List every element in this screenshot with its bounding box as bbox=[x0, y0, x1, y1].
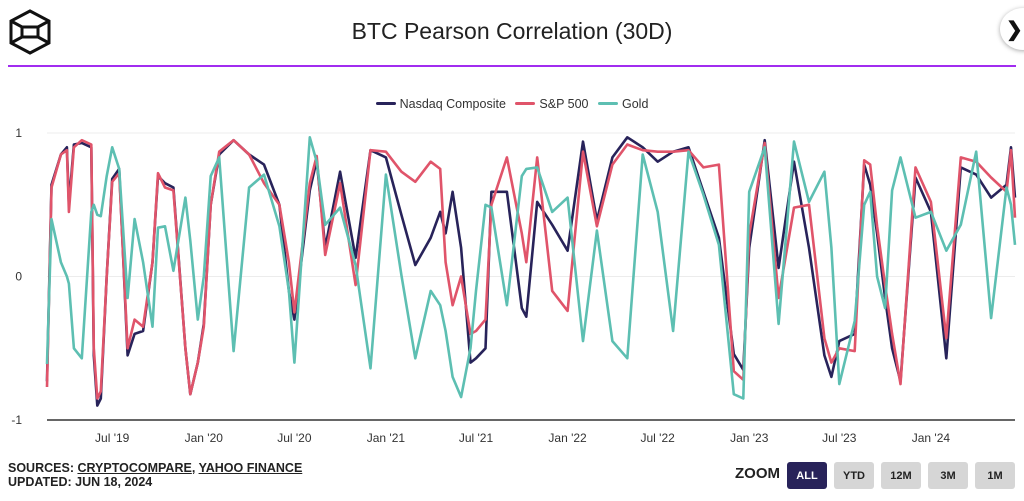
y-tick-label: 1 bbox=[15, 126, 22, 140]
y-tick-label: 0 bbox=[15, 270, 22, 284]
legend-swatch bbox=[598, 102, 618, 105]
series-line-gold bbox=[45, 136, 1017, 400]
legend-item-sp500[interactable]: S&P 500 bbox=[515, 96, 589, 111]
sources-label: SOURCES: bbox=[8, 461, 78, 475]
x-tick-label: Jan '21 bbox=[367, 431, 406, 445]
legend-item-gold[interactable]: Gold bbox=[598, 97, 648, 111]
y-tick-label: -1 bbox=[11, 413, 22, 427]
series-line-s-p-500 bbox=[45, 138, 1017, 400]
legend-item-nasdaq[interactable]: Nasdaq Composite bbox=[375, 96, 506, 111]
close-icon: ❯ bbox=[1006, 19, 1023, 41]
x-tick-label: Jul '21 bbox=[459, 431, 494, 445]
chart-title: BTC Pearson Correlation (30D) bbox=[351, 18, 673, 44]
footer: SOURCES: CRYPTOCOMPARE, YAHOO FINANCE UP… bbox=[8, 461, 302, 489]
x-tick-label: Jul '20 bbox=[277, 431, 312, 445]
zoom-ytd-button[interactable]: YTD bbox=[834, 462, 874, 489]
legend-label: S&P 500 bbox=[539, 96, 589, 111]
source-link-yahoo-finance[interactable]: YAHOO FINANCE bbox=[198, 461, 303, 475]
zoom-3m-button[interactable]: 3M bbox=[928, 462, 968, 489]
separator: , bbox=[191, 461, 199, 475]
legend-label: Gold bbox=[622, 96, 649, 111]
x-tick-label: Jul '22 bbox=[641, 431, 676, 445]
series-line-nasdaq-composite bbox=[45, 136, 1017, 407]
line-chart: 1 0 -1 Jul '19 Jan '20 Jul '20 Jan '21 Jul '21 J… bbox=[11, 126, 1017, 445]
legend: Nasdaq Composite S&P 500 Gold bbox=[0, 94, 1024, 111]
zoom-12m-button[interactable]: 12M bbox=[881, 462, 921, 489]
x-tick-label: Jul '23 bbox=[822, 431, 857, 445]
source-link-cryptocompare[interactable]: CRYPTOCOMPARE bbox=[77, 461, 192, 475]
legend-swatch bbox=[515, 102, 536, 105]
zoom-1m-button[interactable]: 1M bbox=[975, 462, 1015, 489]
zoom-label: ZOOM bbox=[735, 465, 780, 482]
updated-date: UPDATED: JUN 18, 2024 bbox=[8, 475, 153, 489]
header-divider bbox=[8, 65, 1016, 67]
x-tick-label: Jan '20 bbox=[185, 431, 224, 445]
hexagon-cube-logo-icon bbox=[9, 9, 51, 55]
x-tick-label: Jan '24 bbox=[912, 431, 951, 445]
x-tick-label: Jul '19 bbox=[95, 431, 130, 445]
legend-label: Nasdaq Composite bbox=[399, 96, 506, 111]
zoom-all-button[interactable]: ALL bbox=[787, 462, 827, 489]
x-tick-label: Jan '23 bbox=[730, 431, 769, 445]
sources-line: SOURCES: CRYPTOCOMPARE, YAHOO FINANCE bbox=[8, 461, 302, 475]
legend-swatch bbox=[375, 102, 396, 105]
x-tick-label: Jan '22 bbox=[548, 431, 587, 445]
